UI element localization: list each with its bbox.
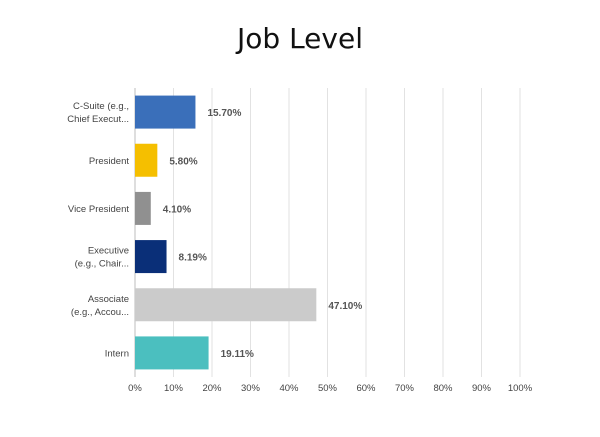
category-label: C-Suite (e.g., Chief Execut...: [67, 101, 129, 125]
bar: [135, 191, 151, 225]
chart-title: Job Level: [237, 22, 363, 55]
data-labels: 15.70% 5.80% 4.10% 8.19% 47.10% 19.11%: [163, 108, 363, 360]
data-label: 4.10%: [163, 204, 191, 215]
category-label: President: [89, 156, 129, 167]
x-tick-label: 60%: [356, 383, 376, 394]
category-label: Associate (e.g., Accou...: [71, 294, 129, 318]
x-tick-label: 20%: [202, 383, 222, 394]
data-label: 15.70%: [207, 108, 241, 119]
bar: [135, 143, 158, 177]
bar: [135, 336, 209, 370]
bars: [135, 95, 317, 370]
data-label: 5.80%: [169, 156, 197, 167]
x-tick-label: 100%: [508, 383, 533, 394]
gridlines: [134, 88, 521, 377]
bar: [135, 288, 317, 322]
category-label: Executive (e.g., Chair...: [75, 246, 129, 270]
category-labels: C-Suite (e.g., Chief Execut... President Vi…: [67, 101, 129, 359]
x-tick-label: 70%: [395, 383, 415, 394]
x-tick-label: 80%: [433, 383, 453, 394]
x-axis-ticks: 0% 10% 20% 30% 40% 50% 60% 70% 80% 90% 100%: [128, 383, 533, 394]
x-tick-label: 10%: [164, 383, 184, 394]
data-label: 19.11%: [221, 349, 254, 360]
category-label: Vice President: [68, 204, 129, 215]
data-label: 47.10%: [328, 301, 362, 312]
x-tick-label: 50%: [318, 383, 338, 394]
x-tick-label: 40%: [279, 383, 299, 394]
x-tick-label: 90%: [472, 383, 492, 394]
x-tick-label: 0%: [128, 383, 142, 394]
bar: [135, 240, 167, 274]
data-label: 8.19%: [179, 253, 207, 264]
x-tick-label: 30%: [241, 383, 261, 394]
category-label: Intern: [105, 348, 129, 359]
bar: [135, 95, 196, 129]
